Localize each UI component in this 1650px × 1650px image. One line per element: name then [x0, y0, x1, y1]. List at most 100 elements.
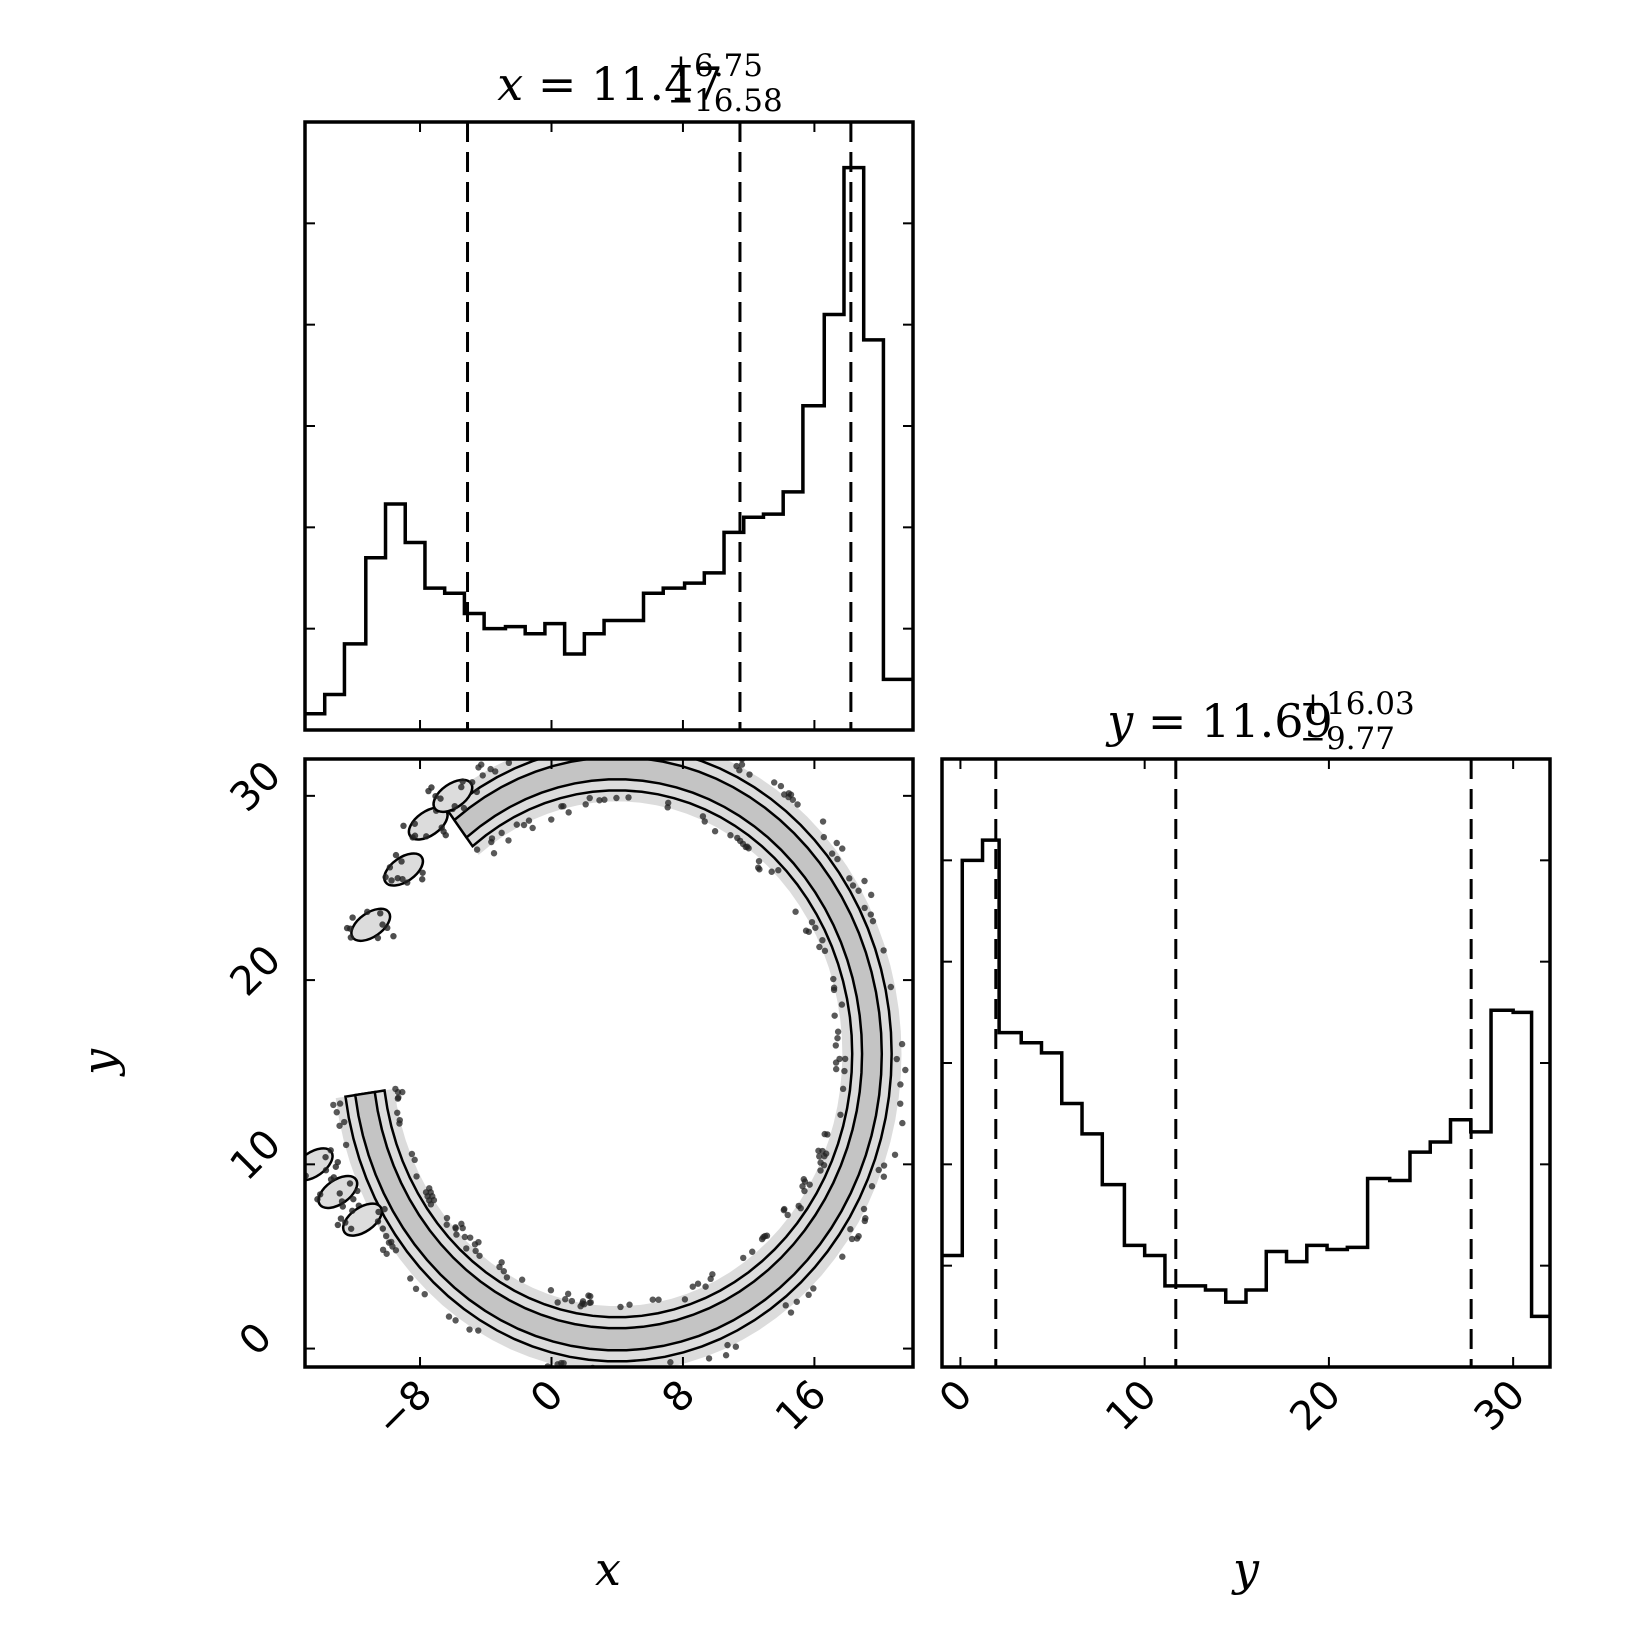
scatter-point: [472, 1247, 479, 1255]
scatter-point: [794, 801, 801, 808]
scatter-point: [322, 1167, 330, 1174]
scatter-point: [316, 1191, 324, 1198]
scatter-point: [724, 1341, 731, 1349]
scatter-point: [459, 1224, 466, 1232]
scatter-point: [880, 947, 887, 954]
scatter-point: [374, 934, 382, 942]
y-hist-bin: [1185, 1286, 1205, 1367]
scatter-point: [297, 1169, 303, 1175]
scatter-point: [816, 943, 823, 951]
scatter-point: [503, 1274, 511, 1281]
scatter-point: [411, 1156, 418, 1164]
scatter-point: [548, 816, 555, 823]
scatter-point: [337, 1215, 345, 1222]
scatter-point: [421, 1290, 428, 1298]
y-hist-bin: [1021, 1043, 1041, 1367]
scatter-point: [518, 1276, 526, 1283]
scatter-point: [577, 1303, 584, 1310]
scatter-point: [558, 803, 565, 810]
scatter-point: [498, 829, 505, 837]
y-hist-step-line: [942, 838, 1550, 1319]
scatter-point: [812, 924, 819, 931]
scatter-point: [861, 1217, 868, 1225]
scatter-point: [586, 1299, 593, 1306]
scatter-point: [707, 1275, 714, 1283]
scatter-point: [476, 1252, 483, 1259]
x-hist-bin: [545, 624, 565, 730]
scatter-point: [364, 908, 371, 916]
scatter-point: [437, 795, 444, 802]
scatter-point: [461, 1233, 469, 1241]
scatter-point: [587, 1293, 594, 1300]
y-hist-bin: [1390, 1181, 1410, 1367]
y-hist-bin: [1041, 1053, 1061, 1367]
scatter-point: [820, 1161, 828, 1169]
scatter-point: [488, 835, 496, 842]
scatter-point: [350, 1195, 357, 1203]
scatter-point: [897, 1081, 904, 1088]
scatter-point: [897, 1100, 904, 1107]
joint-density-plot: [287, 759, 909, 1367]
scatter-point: [423, 833, 430, 840]
scatter-point: [314, 1196, 321, 1203]
scatter-point: [875, 1166, 882, 1174]
scatter-point: [458, 783, 465, 791]
y-hist-bin: [1246, 1290, 1266, 1367]
scatter-point: [834, 1028, 842, 1035]
scatter-point: [505, 837, 512, 844]
x-hist-bin: [883, 679, 903, 730]
scatter-point: [699, 813, 707, 820]
scatter-point: [775, 867, 782, 874]
x-histogram-frame: [303, 120, 915, 732]
scatter-point: [382, 873, 389, 881]
scatter-point: [795, 1202, 802, 1210]
scatter-point: [711, 828, 719, 835]
scatter-point: [734, 834, 741, 842]
scatter-point: [830, 975, 837, 983]
scatter-point: [445, 1313, 453, 1320]
scatter-point: [327, 1147, 334, 1154]
scatter-point: [383, 1250, 390, 1257]
scatter-point: [453, 1231, 460, 1238]
scatter-point: [839, 1253, 846, 1260]
scatter-point: [466, 1326, 473, 1333]
y-histogram-xlabel: y: [1231, 1542, 1260, 1596]
scatter-point: [398, 858, 405, 865]
scatter-point: [891, 1151, 899, 1158]
scatter-point: [342, 1141, 350, 1149]
scatter-point: [787, 1309, 795, 1316]
scatter-point: [839, 1085, 847, 1093]
scatter-point: [755, 857, 763, 865]
title-x-plus: +6.75: [668, 48, 763, 84]
scatter-point: [354, 1187, 361, 1195]
scatter-point: [777, 782, 785, 790]
y-hist-bin: [1532, 1316, 1550, 1367]
scatter-point: [381, 1205, 388, 1213]
scatter-point: [568, 1297, 576, 1305]
scatter-point: [411, 832, 419, 839]
scatter-point: [793, 1298, 800, 1305]
scatter-point: [392, 851, 400, 859]
x-hist-bin: [663, 588, 684, 730]
scatter-point: [520, 821, 528, 829]
scatter-point: [832, 1059, 840, 1066]
scatter-point: [287, 1174, 293, 1180]
scatter-point: [887, 983, 895, 991]
scatter-point: [819, 936, 826, 944]
scatter-point: [396, 1120, 403, 1127]
scatter-point: [626, 1301, 633, 1308]
scatter-point: [399, 1088, 406, 1096]
scatter-point: [800, 1176, 808, 1183]
panel-title-y: y = 11.69: [1105, 694, 1333, 748]
y-hist-bin: [1165, 1286, 1185, 1367]
scatter-point: [565, 809, 572, 816]
scatter-point: [425, 787, 432, 795]
title-x-minus: −16.58: [668, 83, 783, 119]
scatter-point: [867, 911, 875, 918]
scatter-point: [322, 1153, 329, 1161]
scatter-point: [898, 1040, 906, 1048]
x-hist-bin: [844, 168, 864, 730]
scatter-point: [582, 801, 589, 808]
scatter-point: [394, 1095, 402, 1102]
